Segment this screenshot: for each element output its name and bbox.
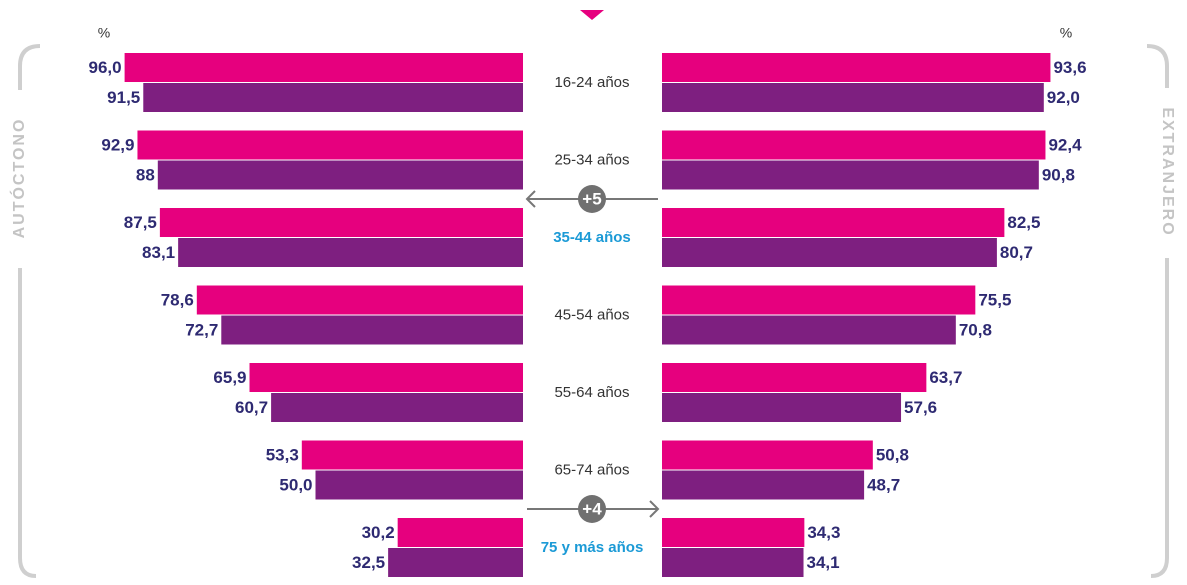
bar xyxy=(662,285,976,315)
bar xyxy=(662,470,865,500)
value-label: 91,5 xyxy=(107,88,140,107)
value-label: 50,0 xyxy=(279,475,312,494)
value-label: 92,4 xyxy=(1048,135,1082,154)
bar xyxy=(662,208,1005,237)
bar xyxy=(662,53,1051,82)
bracket xyxy=(1146,44,1169,578)
arrow-head xyxy=(649,500,660,518)
category-label: 65-74 años xyxy=(554,461,629,478)
value-label: 53,3 xyxy=(266,445,299,464)
category-label: 16-24 años xyxy=(554,74,629,91)
annotation: +4 xyxy=(582,499,602,518)
annotation: +5 xyxy=(582,189,601,208)
bar xyxy=(137,130,523,160)
bar xyxy=(159,208,523,237)
value-label: 48,7 xyxy=(867,475,900,494)
arrow-head xyxy=(525,190,536,208)
bar xyxy=(662,238,997,267)
value-label: 30,2 xyxy=(362,523,395,542)
bar xyxy=(143,83,523,112)
bar xyxy=(301,440,523,470)
bar xyxy=(157,160,524,190)
unit-label: % xyxy=(1060,25,1072,41)
bar xyxy=(196,285,523,315)
value-label: 32,5 xyxy=(352,553,385,572)
value-label: 92,9 xyxy=(101,135,134,154)
value-label: 83,1 xyxy=(142,243,175,262)
value-label: 78,6 xyxy=(161,290,194,309)
value-label: 96,0 xyxy=(89,58,122,77)
bar xyxy=(249,363,523,392)
bar xyxy=(662,548,804,577)
marker xyxy=(580,10,604,20)
bar xyxy=(388,548,523,577)
annotation-badge xyxy=(578,495,606,523)
bar xyxy=(124,53,523,82)
bar xyxy=(662,393,902,422)
value-label: 70,8 xyxy=(959,320,992,339)
bar xyxy=(271,393,523,422)
unit-label: % xyxy=(98,25,110,41)
bar xyxy=(221,315,524,345)
bar xyxy=(662,130,1046,160)
bar xyxy=(662,160,1039,190)
value-label: 63,7 xyxy=(929,368,962,387)
category-label: 45-54 años xyxy=(554,306,629,323)
value-label: 50,8 xyxy=(876,445,909,464)
panel-title: EXTRANJERO xyxy=(1159,107,1176,236)
panel-title: AUTÓCTONO xyxy=(9,118,28,239)
value-label: 87,5 xyxy=(124,213,157,232)
value-label: 88 xyxy=(136,165,155,184)
bracket xyxy=(18,44,41,578)
bar xyxy=(315,470,523,500)
value-label: 57,6 xyxy=(904,398,937,417)
bar xyxy=(662,518,805,547)
value-label: 75,5 xyxy=(978,290,1011,309)
category-label: 75 y más años xyxy=(541,539,644,556)
value-label: 34,1 xyxy=(807,553,840,572)
value-label: 90,8 xyxy=(1042,165,1075,184)
bar xyxy=(397,518,523,547)
value-label: 60,7 xyxy=(235,398,268,417)
annotation-badge xyxy=(578,185,606,213)
bar xyxy=(662,440,873,470)
value-label: 72,7 xyxy=(185,320,218,339)
value-label: 82,5 xyxy=(1007,213,1040,232)
value-label: 80,7 xyxy=(1000,243,1033,262)
value-label: 93,6 xyxy=(1053,58,1086,77)
category-label: 35-44 años xyxy=(553,229,631,246)
category-label: 55-64 años xyxy=(554,384,629,401)
value-label: 65,9 xyxy=(213,368,246,387)
bar xyxy=(662,363,927,392)
value-label: 34,3 xyxy=(807,523,840,542)
bar xyxy=(662,315,956,345)
category-label: 25-34 años xyxy=(554,151,629,168)
value-label: 92,0 xyxy=(1047,88,1080,107)
bar xyxy=(662,83,1044,112)
bar xyxy=(178,238,523,267)
